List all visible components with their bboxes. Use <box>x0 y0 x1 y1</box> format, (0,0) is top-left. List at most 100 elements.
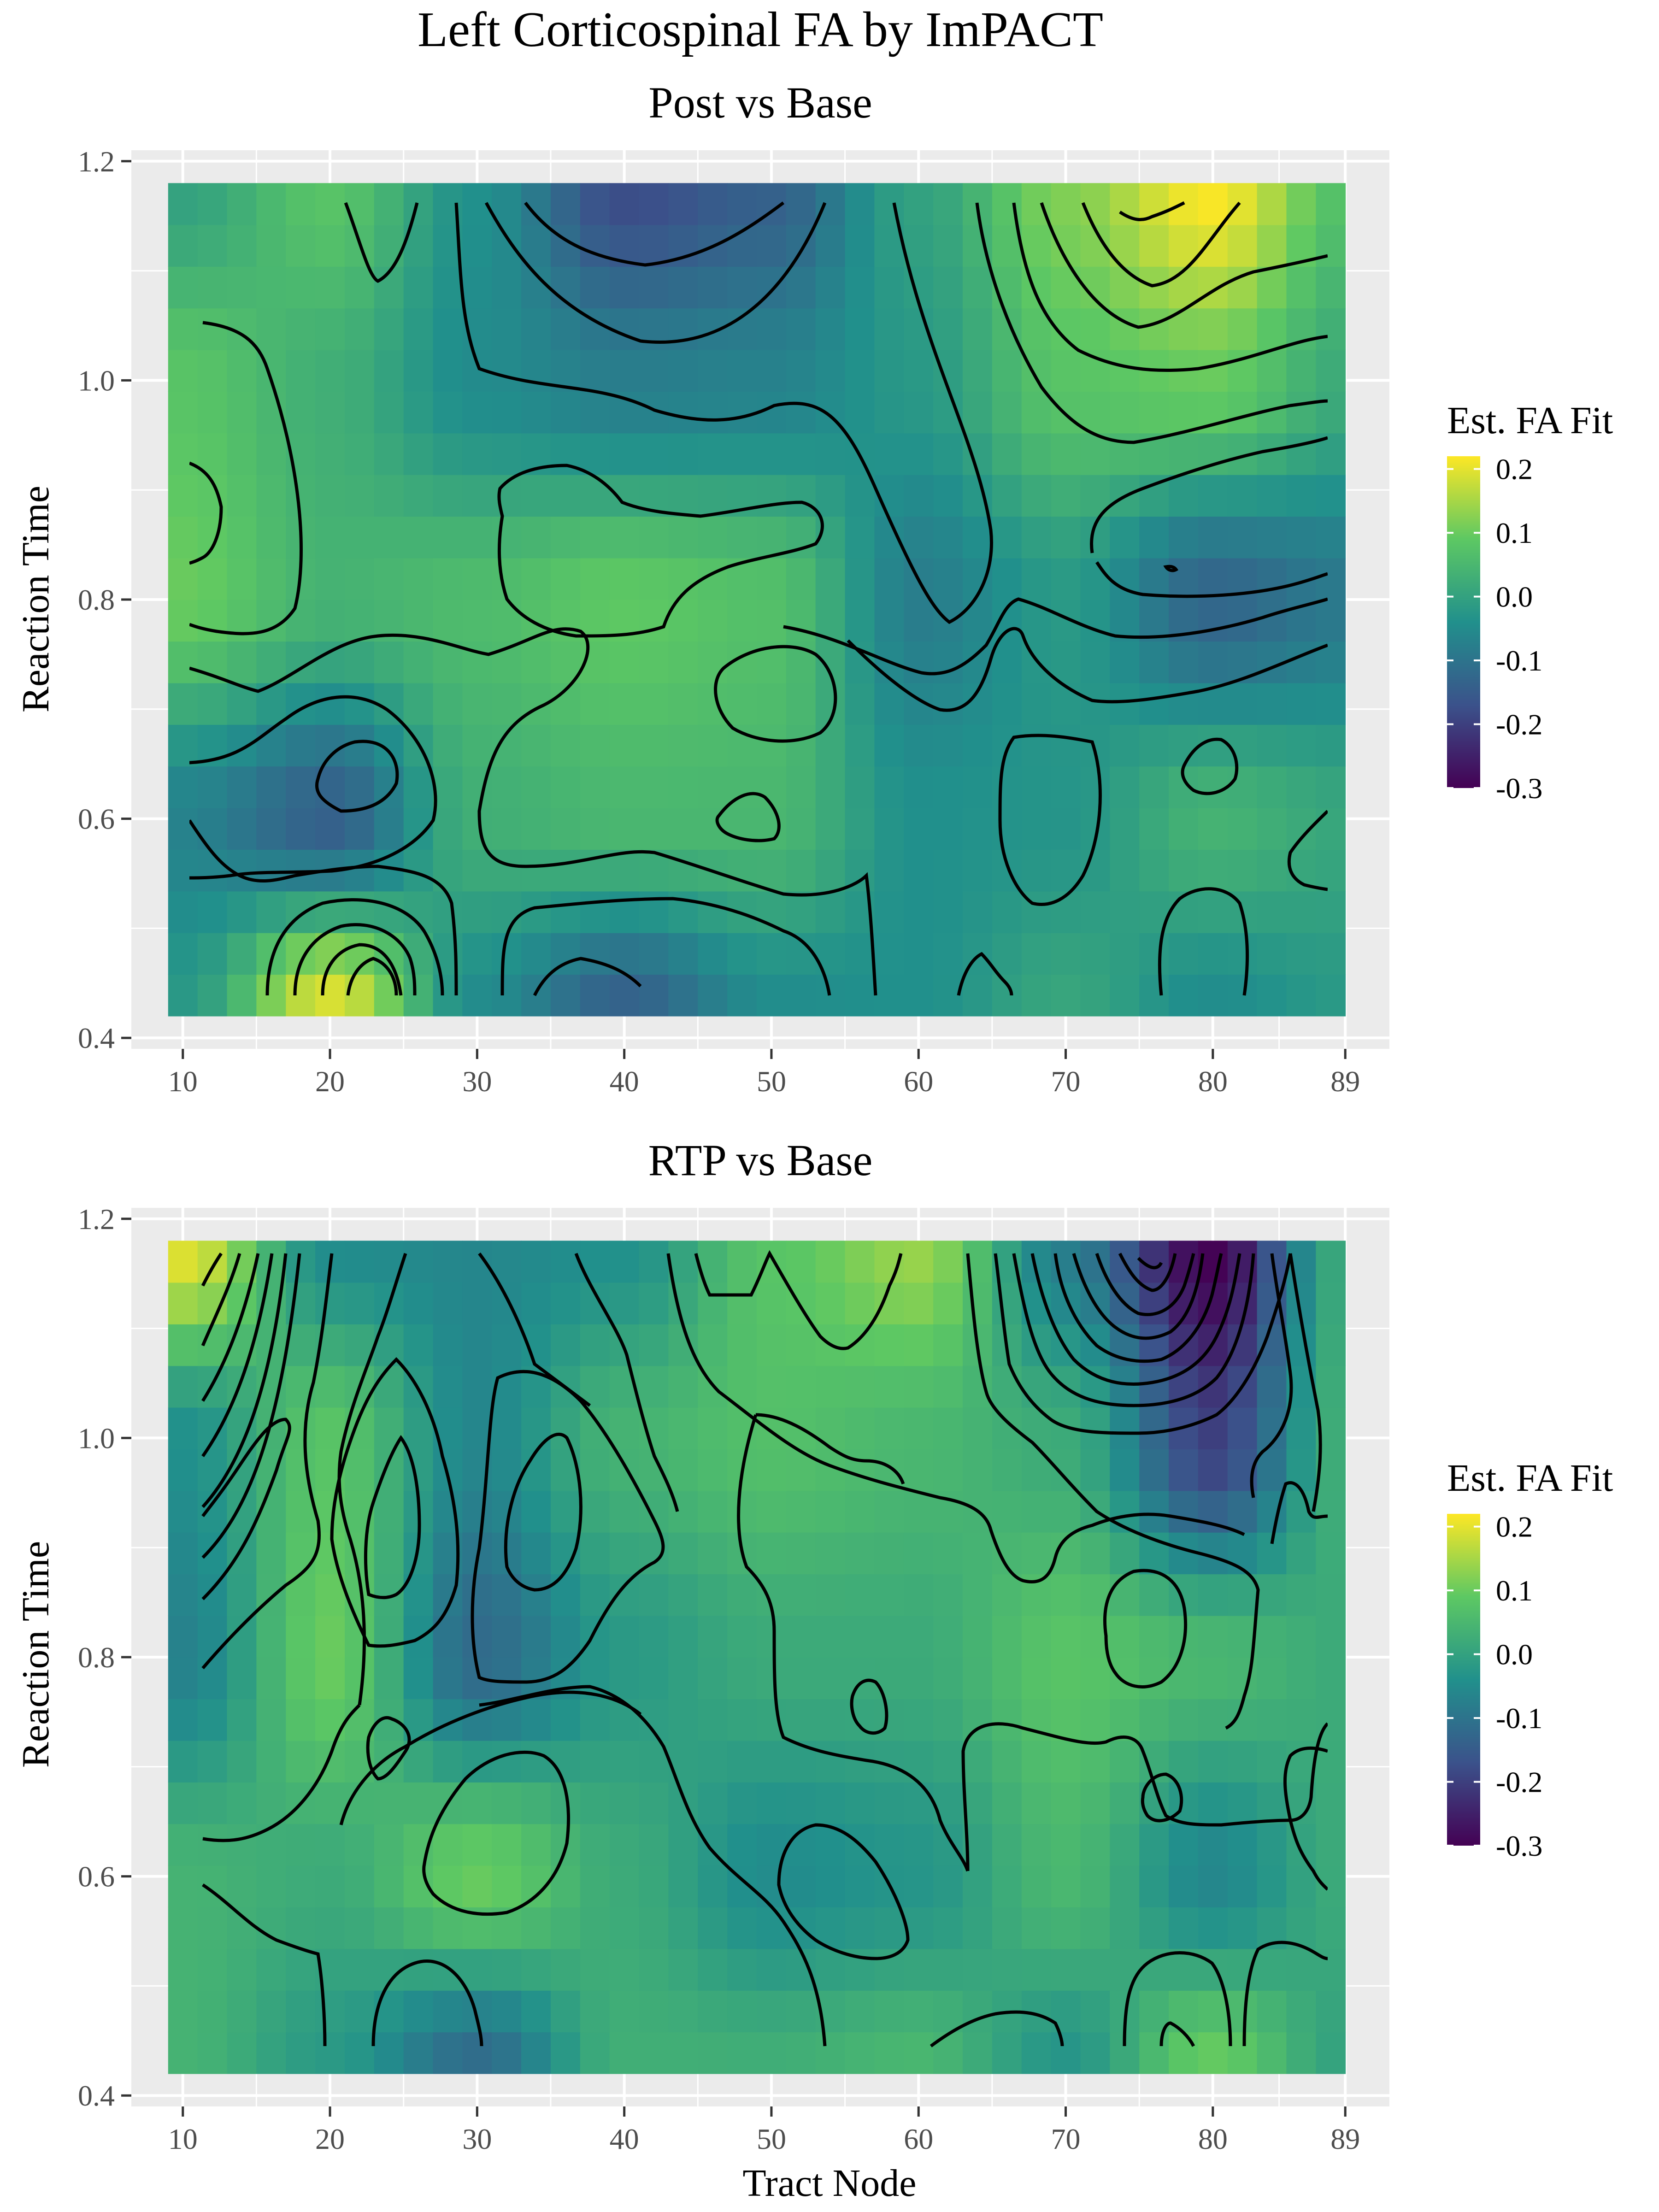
heatmap-tile <box>933 682 963 725</box>
heatmap-tile <box>1198 1574 1228 1616</box>
heatmap-tile <box>345 1449 375 1491</box>
heatmap-tile <box>1051 433 1081 475</box>
heatmap-tile <box>668 849 699 892</box>
heatmap-tile <box>609 516 640 559</box>
heatmap-tile <box>315 474 345 517</box>
heatmap-tile <box>639 1615 669 1658</box>
heatmap-tile <box>727 1907 757 1949</box>
heatmap-tile <box>1080 682 1111 725</box>
heatmap-tile <box>492 558 522 600</box>
heatmap-tile <box>1139 682 1169 725</box>
heatmap-tile <box>874 1324 905 1366</box>
heatmap-tile <box>815 766 846 808</box>
heatmap-tile <box>698 1824 728 1866</box>
heatmap-tile <box>197 183 228 225</box>
heatmap-tile <box>345 682 375 725</box>
heatmap-tile <box>551 474 581 517</box>
heatmap-tile <box>521 1907 551 1949</box>
heatmap-tile <box>345 641 375 683</box>
heatmap-tile <box>609 1740 640 1783</box>
heatmap-tile <box>521 600 551 642</box>
heatmap-tile <box>933 1324 963 1366</box>
heatmap-tile <box>168 391 198 434</box>
heatmap-tile <box>1316 391 1346 434</box>
heatmap-tile <box>256 1615 287 1658</box>
heatmap-tile <box>668 1948 699 1991</box>
heatmap-tile <box>874 1990 905 2033</box>
heatmap-tile <box>1198 641 1228 683</box>
heatmap-tile <box>1139 1865 1169 1907</box>
heatmap-tile <box>727 1782 757 1824</box>
heatmap-tile <box>374 391 404 434</box>
heatmap-tile <box>521 558 551 600</box>
heatmap-tile <box>168 349 198 392</box>
heatmap-tile <box>1257 1740 1287 1783</box>
heatmap-tile <box>1021 1615 1052 1658</box>
heatmap-tile <box>1110 1824 1140 1866</box>
contour-line <box>975 202 1328 444</box>
heatmap-tile <box>992 1365 1022 1408</box>
heatmap-tile <box>286 391 316 434</box>
heatmap-tile <box>462 1490 493 1533</box>
heatmap-tile <box>227 1740 257 1783</box>
heatmap-tile <box>1198 932 1228 975</box>
heatmap-tile <box>1169 558 1199 600</box>
heatmap-tile <box>1021 724 1052 767</box>
heatmap-tile <box>227 433 257 475</box>
heatmap-tile <box>845 807 875 850</box>
heatmap-tile <box>492 974 522 1017</box>
heatmap-tile <box>580 391 610 434</box>
heatmap-tile <box>1139 1449 1169 1491</box>
heatmap-tile <box>256 308 287 350</box>
heatmap-tile <box>256 849 287 892</box>
heatmap-tile <box>874 891 905 933</box>
heatmap-tile <box>462 224 493 267</box>
contour-line <box>850 1678 888 1735</box>
heatmap-tile <box>845 932 875 975</box>
heatmap-tile <box>963 1615 993 1658</box>
contour-line <box>346 957 398 996</box>
contour-line <box>1095 561 1328 598</box>
heatmap-tile <box>1051 1657 1081 1700</box>
heatmap-tile <box>1316 224 1346 267</box>
contour-line <box>930 2010 1064 2047</box>
heatmap-tile <box>1227 391 1258 434</box>
heatmap-tile <box>904 224 934 267</box>
heatmap-tile <box>727 1990 757 2033</box>
heatmap-tile <box>992 1449 1022 1491</box>
heatmap-tile <box>168 183 198 225</box>
heatmap-tile <box>1051 474 1081 517</box>
heatmap-tile <box>992 1907 1022 1949</box>
heatmap-tile <box>1021 224 1052 267</box>
heatmap-tile <box>1198 1907 1228 1949</box>
heatmap-tile <box>492 1990 522 2033</box>
heatmap-tile <box>1286 1948 1317 1991</box>
panel-rtp-vs-base: RTP vs Base <box>14 1135 1613 2205</box>
heatmap-tile <box>698 433 728 475</box>
heatmap-tile <box>786 682 816 725</box>
heatmap-tile <box>639 724 669 767</box>
heatmap-tile <box>521 1990 551 2033</box>
heatmap-tile <box>168 516 198 559</box>
legend-ticks: 0.2 0.1 0.0 -0.1 -0.2 -0.3 <box>1447 453 1542 805</box>
contour-line <box>783 597 1328 676</box>
contour-line <box>497 464 824 638</box>
contour-line <box>1103 1569 1187 1688</box>
heatmap-tile <box>197 1532 228 1575</box>
heatmap-tile <box>1139 974 1169 1017</box>
heatmap-tile <box>286 1865 316 1907</box>
heatmap-tile <box>727 807 757 850</box>
heatmap-tile <box>845 1615 875 1658</box>
heatmap-tile <box>1110 1948 1140 1991</box>
heatmap-tile <box>580 682 610 725</box>
y-tick-label: 0.4 <box>78 1022 115 1054</box>
heatmap-tile <box>1257 1948 1287 1991</box>
heatmap-tile <box>1316 1740 1346 1783</box>
heatmap-tile <box>963 1699 993 1741</box>
heatmap-tile <box>227 724 257 767</box>
heatmap-tile <box>963 308 993 350</box>
heatmap-tile <box>433 474 463 517</box>
heatmap-tile <box>727 1574 757 1616</box>
heatmap-tile <box>1227 682 1258 725</box>
heatmap-tile <box>403 1782 434 1824</box>
